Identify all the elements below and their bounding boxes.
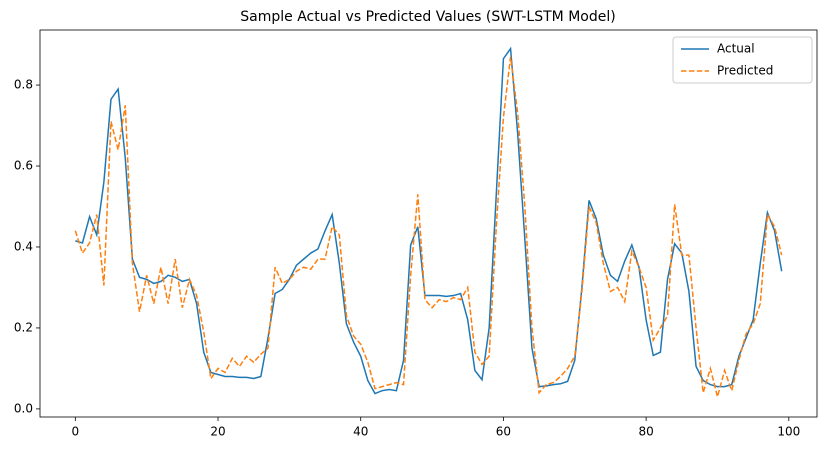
plot-frame: [39, 29, 818, 418]
series-line: [74, 56, 783, 400]
series-line: [75, 46, 783, 395]
x-tick-label: 100: [777, 425, 800, 439]
y-tick-label: 0.6: [14, 159, 33, 173]
x-tick-label: 80: [638, 425, 653, 439]
y-tick-label: 0.0: [14, 401, 33, 415]
x-tick-label: 60: [496, 425, 511, 439]
x-tick-label: 40: [353, 425, 368, 439]
legend-label: Predicted: [717, 64, 773, 78]
chart-title: Sample Actual vs Predicted Values (SWT-L…: [240, 9, 615, 25]
y-tick-label: 0.4: [14, 239, 33, 253]
x-tick-label: 0: [71, 425, 79, 439]
y-tick-label: 0.8: [14, 78, 33, 92]
x-tick-label: 20: [210, 425, 225, 439]
legend-label: Actual: [717, 42, 755, 56]
y-tick-label: 0.2: [14, 320, 33, 334]
